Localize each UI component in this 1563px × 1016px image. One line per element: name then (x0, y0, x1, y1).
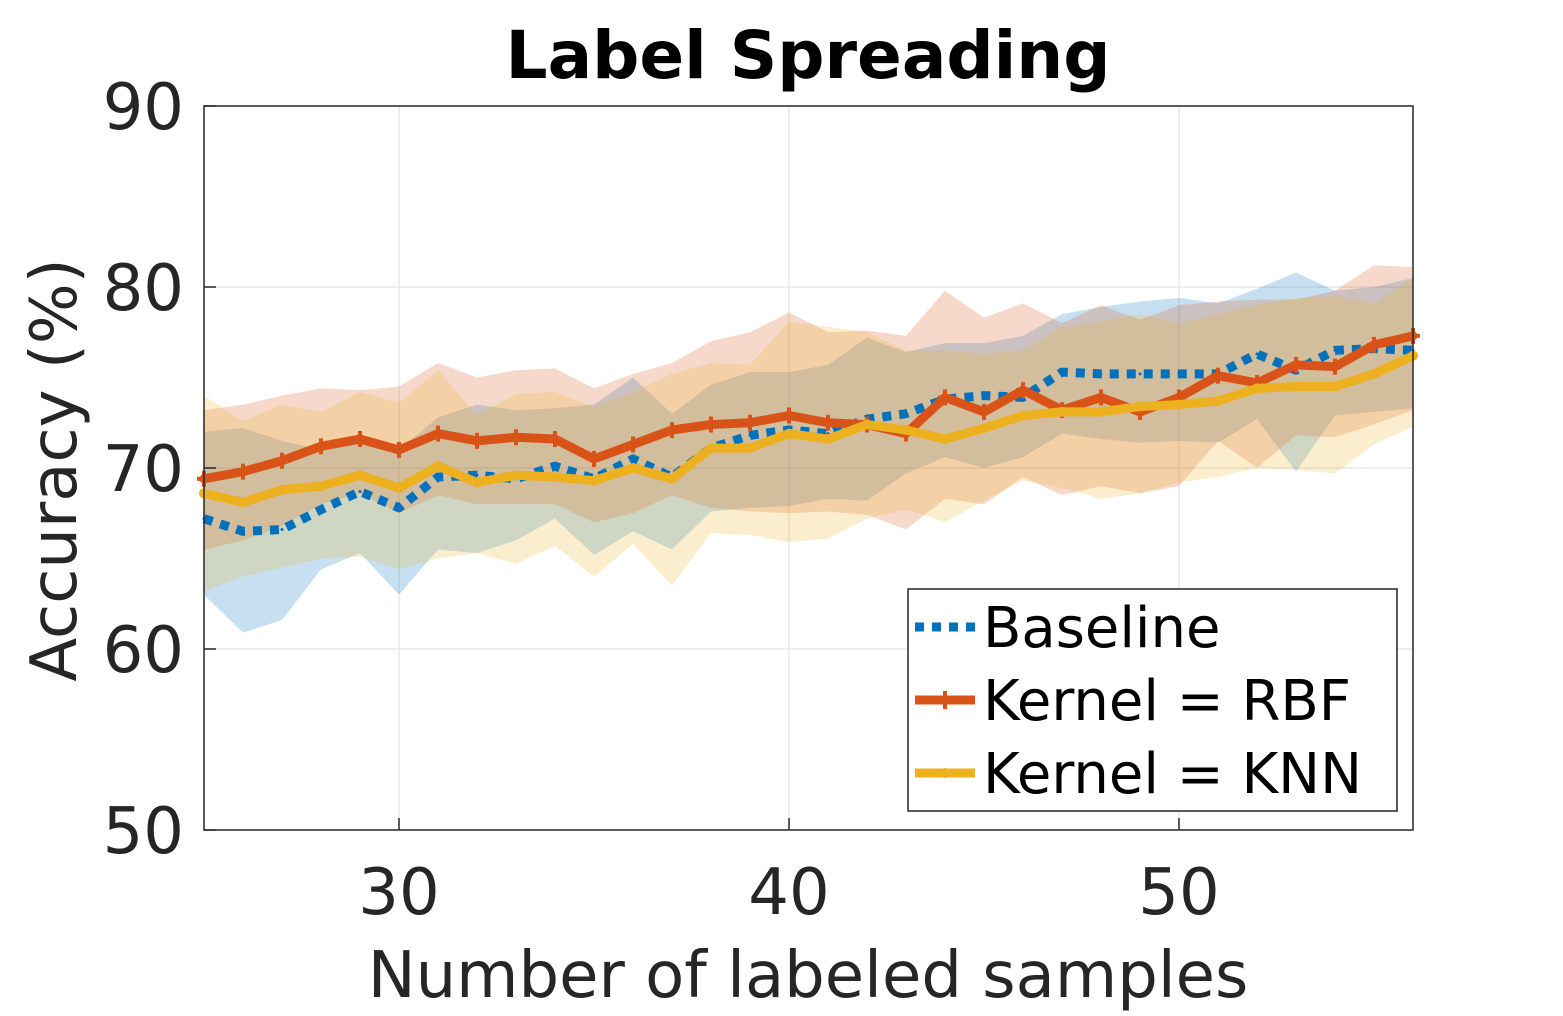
point-kernel-knn (1213, 396, 1223, 407)
point-kernel-knn (1252, 383, 1262, 394)
point-baseline (748, 433, 752, 437)
point-kernel-knn (901, 424, 911, 435)
point-baseline (397, 506, 401, 510)
point-kernel-rbf (236, 463, 250, 480)
point-kernel-rbf (1289, 356, 1303, 373)
point-baseline (904, 412, 908, 416)
point-kernel-rbf (587, 450, 601, 467)
point-kernel-rbf (1094, 389, 1108, 406)
point-kernel-knn (979, 423, 989, 434)
point-kernel-knn (823, 434, 833, 445)
point-kernel-rbf (314, 438, 328, 455)
point-kernel-knn (1057, 406, 1067, 417)
series-line-kernel-rbf (199, 331, 1418, 484)
point-baseline (280, 528, 284, 532)
legend-box (907, 588, 1398, 812)
point-kernel-rbf (743, 414, 757, 431)
legend-item-kernel-rbf: Kernel = RBF (915, 669, 1351, 734)
point-kernel-knn (277, 484, 287, 495)
point-kernel-rbf (1328, 358, 1342, 375)
point-kernel-knn (316, 481, 326, 492)
point-kernel-rbf (353, 431, 367, 448)
point-kernel-knn (706, 443, 716, 454)
y-tick-label: 60 (103, 614, 184, 688)
point-kernel-knn (1291, 381, 1301, 392)
point-kernel-knn (1174, 399, 1184, 410)
point-kernel-knn (745, 443, 755, 454)
point-baseline (319, 508, 323, 512)
x-tick-label: 50 (1138, 856, 1219, 930)
point-baseline (631, 457, 635, 461)
point-kernel-knn (784, 428, 794, 439)
point-kernel-rbf (665, 421, 679, 438)
legend-item-baseline: Baseline (915, 596, 1220, 661)
point-baseline (1138, 372, 1142, 376)
point-kernel-rbf (1367, 336, 1381, 353)
x-tick-label: 30 (358, 856, 439, 930)
point-kernel-rbf (392, 441, 406, 458)
point-kernel-knn (472, 477, 482, 488)
point-baseline (241, 529, 245, 533)
x-axis-label: Number of labeled samples (368, 939, 1249, 1013)
point-kernel-knn (550, 472, 560, 483)
point-baseline (1099, 372, 1103, 376)
point-kernel-knn (1018, 410, 1028, 421)
point-baseline (358, 490, 362, 494)
point-kernel-rbf (1211, 367, 1225, 384)
point-baseline (436, 475, 440, 479)
point-kernel-knn (1369, 368, 1379, 379)
point-kernel-rbf (977, 403, 991, 420)
point-baseline (1060, 370, 1064, 374)
point-kernel-knn (862, 419, 872, 430)
x-tick-label: 40 (748, 856, 829, 930)
point-kernel-knn (238, 497, 248, 508)
point-kernel-knn (940, 434, 950, 445)
band-baseline (204, 272, 1413, 633)
point-kernel-knn (1096, 406, 1106, 417)
series-line-kernel-knn (199, 351, 1418, 507)
legend-label: Kernel = KNN (983, 742, 1362, 807)
point-kernel-knn (1330, 381, 1340, 392)
y-axis-label: Accuracy (%) (18, 258, 92, 681)
point-kernel-knn (589, 475, 599, 486)
point-baseline (1333, 348, 1337, 352)
point-kernel-rbf (626, 436, 640, 453)
axis-ticks: 50 60 70 80 90 30 40 50 (103, 71, 1220, 930)
point-kernel-rbf (470, 432, 484, 449)
point-kernel-rbf (704, 416, 718, 433)
point-kernel-rbf (1016, 382, 1030, 399)
point-baseline (553, 464, 557, 468)
point-baseline (1177, 372, 1181, 376)
point-baseline (982, 394, 986, 398)
point-kernel-rbf (275, 452, 289, 469)
point-baseline (475, 473, 479, 477)
point-kernel-knn (394, 482, 404, 493)
point-kernel-rbf (821, 414, 835, 431)
point-kernel-knn (511, 470, 521, 481)
point-kernel-knn (667, 473, 677, 484)
point-kernel-knn (433, 461, 443, 472)
legend-item-kernel-knn: Kernel = KNN (915, 742, 1362, 807)
point-kernel-rbf (938, 389, 952, 406)
point-kernel-knn (355, 470, 365, 481)
y-tick-label: 70 (103, 433, 184, 507)
legend-label: Baseline (983, 596, 1220, 661)
point-baseline (1255, 352, 1259, 356)
y-tick-label: 80 (103, 252, 184, 326)
y-tick-label: 90 (103, 71, 184, 145)
y-tick-label: 50 (103, 795, 184, 869)
legend: Baseline Kernel = RBF Kernel = KNN (907, 588, 1398, 812)
chart-title: Label Spreading (506, 17, 1111, 94)
point-kernel-rbf (548, 431, 562, 448)
point-kernel-rbf (509, 429, 523, 446)
series-lines (197, 327, 1420, 536)
point-kernel-rbf (431, 425, 445, 442)
point-kernel-knn (628, 463, 638, 473)
legend-label: Kernel = RBF (983, 669, 1351, 734)
point-kernel-knn (1135, 401, 1145, 412)
point-kernel-rbf (782, 407, 796, 424)
